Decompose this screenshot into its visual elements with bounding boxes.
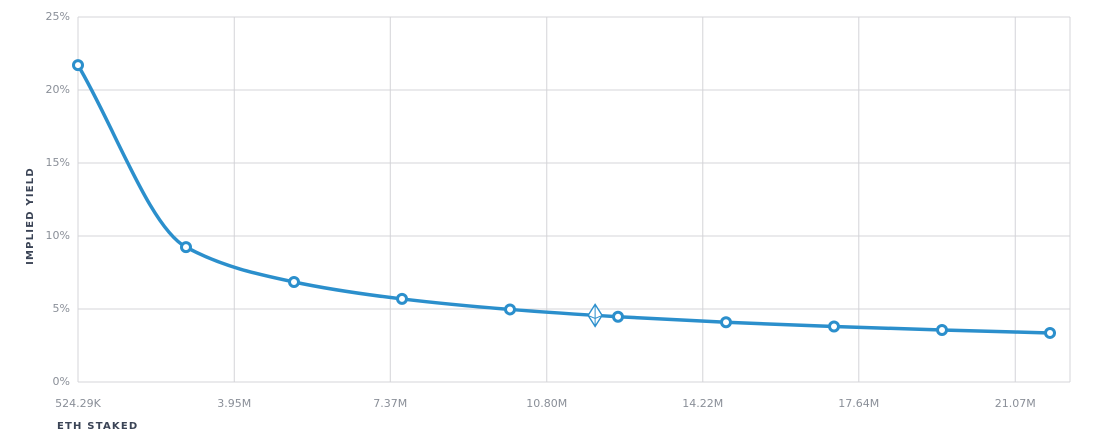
x-tick-label: 17.64M: [838, 397, 879, 410]
x-tick-label: 10.80M: [526, 397, 567, 410]
point: [72, 59, 84, 72]
x-tick-label: 3.95M: [217, 397, 251, 410]
yield-line: [76, 63, 1052, 335]
point: [936, 324, 949, 337]
point: [180, 241, 193, 254]
current-marker-part: [587, 304, 603, 327]
x-axis-title: ETH STAKED: [57, 421, 138, 432]
y-tick-label: 10%: [46, 229, 70, 242]
y-tick-label: 5%: [53, 302, 70, 315]
x-tick-label: 7.37M: [373, 397, 407, 410]
point: [504, 303, 517, 316]
current-marker: [587, 303, 603, 328]
x-tick-label: 21.07M: [995, 397, 1036, 410]
x-tick-label: 524.29K: [55, 397, 101, 410]
y-tick-label: 0%: [53, 375, 70, 388]
point: [720, 316, 733, 329]
point: [288, 275, 301, 288]
point: [828, 320, 841, 333]
y-tick-label: 20%: [46, 83, 70, 96]
point: [612, 310, 625, 323]
x-tick-label: 14.22M: [682, 397, 723, 410]
point: [396, 292, 409, 305]
y-tick-label: 25%: [46, 10, 70, 23]
y-tick-label: 15%: [46, 156, 70, 169]
point: [1044, 326, 1057, 339]
y-axis-title: IMPLIED YIELD: [25, 167, 36, 265]
